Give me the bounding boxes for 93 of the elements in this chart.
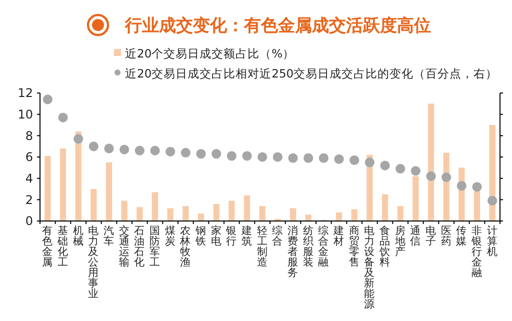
x-tick-label: 轻工制造 (256, 225, 268, 268)
x-tick-label: 建材 (332, 224, 344, 248)
bar (474, 191, 480, 221)
point (410, 166, 420, 176)
point (364, 158, 374, 168)
point (334, 154, 344, 164)
x-tick-label: 消费者服务 (288, 224, 298, 279)
point (242, 151, 252, 161)
point (180, 148, 190, 158)
point (134, 146, 144, 156)
point (472, 182, 482, 192)
bar (259, 206, 266, 221)
point (442, 172, 452, 182)
x-tick-label: 建筑 (240, 224, 252, 248)
y-tick-label: 12 (18, 86, 33, 100)
bar (152, 192, 158, 221)
point (226, 151, 236, 161)
point (196, 149, 206, 159)
point (104, 144, 114, 154)
x-tick-label: 房地产 (394, 224, 406, 258)
x-tick-label: 纺织服装 (302, 224, 314, 268)
point (58, 112, 68, 122)
bar (336, 212, 342, 221)
bar (121, 200, 128, 221)
point (272, 152, 282, 162)
point (288, 153, 298, 163)
x-tick-label: 综合 (272, 224, 284, 248)
bar (412, 176, 419, 221)
bar (382, 194, 388, 221)
y-tick-label: 10 (18, 108, 33, 122)
x-tick-label: 基础化工 (56, 224, 68, 268)
point (488, 196, 498, 206)
point (380, 160, 390, 170)
point (150, 146, 160, 156)
x-tick-label: 家电 (210, 224, 222, 248)
x-tick-label: 商贸零售 (348, 224, 360, 268)
point (258, 152, 268, 162)
x-tick-label: 非银行金融 (470, 224, 482, 279)
bar (167, 208, 174, 221)
point (456, 181, 466, 191)
point (74, 134, 84, 144)
bar (44, 156, 51, 221)
bar (351, 209, 358, 221)
x-tick-label: 农林牧渔 (179, 225, 192, 268)
bar (136, 207, 143, 221)
bar (198, 214, 204, 221)
bar (60, 148, 66, 221)
bar (182, 206, 189, 221)
x-tick-label: 机械 (72, 225, 84, 248)
bar (228, 200, 235, 221)
bar (305, 214, 312, 221)
x-tick-label: 汽车 (104, 225, 114, 248)
point (426, 171, 436, 181)
bar (428, 104, 434, 221)
point (42, 94, 52, 104)
point (88, 142, 98, 152)
bar (213, 204, 220, 221)
point (212, 149, 222, 159)
point (318, 153, 328, 163)
bar (244, 195, 250, 221)
x-tick-label: 传媒 (456, 225, 468, 248)
x-tick-label: 有色金属 (42, 225, 54, 268)
point (166, 146, 176, 156)
point (120, 144, 130, 154)
point (304, 153, 314, 163)
y-tick-label: 4 (25, 172, 33, 186)
y-tick-label: 8 (25, 128, 33, 143)
bar (290, 208, 296, 221)
x-tick-label: 综合金融 (318, 224, 330, 268)
x-tick-label: 石油石化 (134, 225, 146, 268)
point (396, 164, 406, 174)
x-tick-label: 电子 (426, 224, 436, 248)
legend-label: 近20交易日成交占比相对近250交易日成交占比的变化（百分点，右） (125, 66, 498, 80)
x-tick-label: 电力及公用事业 (88, 224, 100, 300)
x-tick-label: 国防军工 (150, 225, 160, 268)
x-tick-label: 食品饮料 (378, 225, 390, 268)
bar (106, 162, 112, 221)
x-tick-label: 医药 (440, 225, 452, 248)
y-tick-label: 0 (25, 214, 33, 228)
x-tick-label: 煤炭 (164, 225, 176, 248)
x-tick-label: 银行 (225, 225, 238, 248)
bar (90, 189, 97, 221)
x-tick-label: 电力设备及新能源 (364, 224, 376, 310)
x-tick-label: 计算机 (486, 224, 498, 258)
x-tick-label: 交通运输 (118, 224, 130, 268)
x-tick-label: 通信 (410, 224, 422, 248)
chart-title: 行业成交变化：有色金属成交活跃度高位 (124, 16, 431, 36)
bar (397, 206, 404, 221)
point (350, 155, 360, 165)
y-tick-label: 2 (25, 192, 33, 207)
legend-label: 近20个交易日成交额占比（%） (125, 46, 295, 60)
y-tick-label: 6 (25, 150, 33, 164)
x-tick-label: 钢铁 (194, 225, 206, 248)
